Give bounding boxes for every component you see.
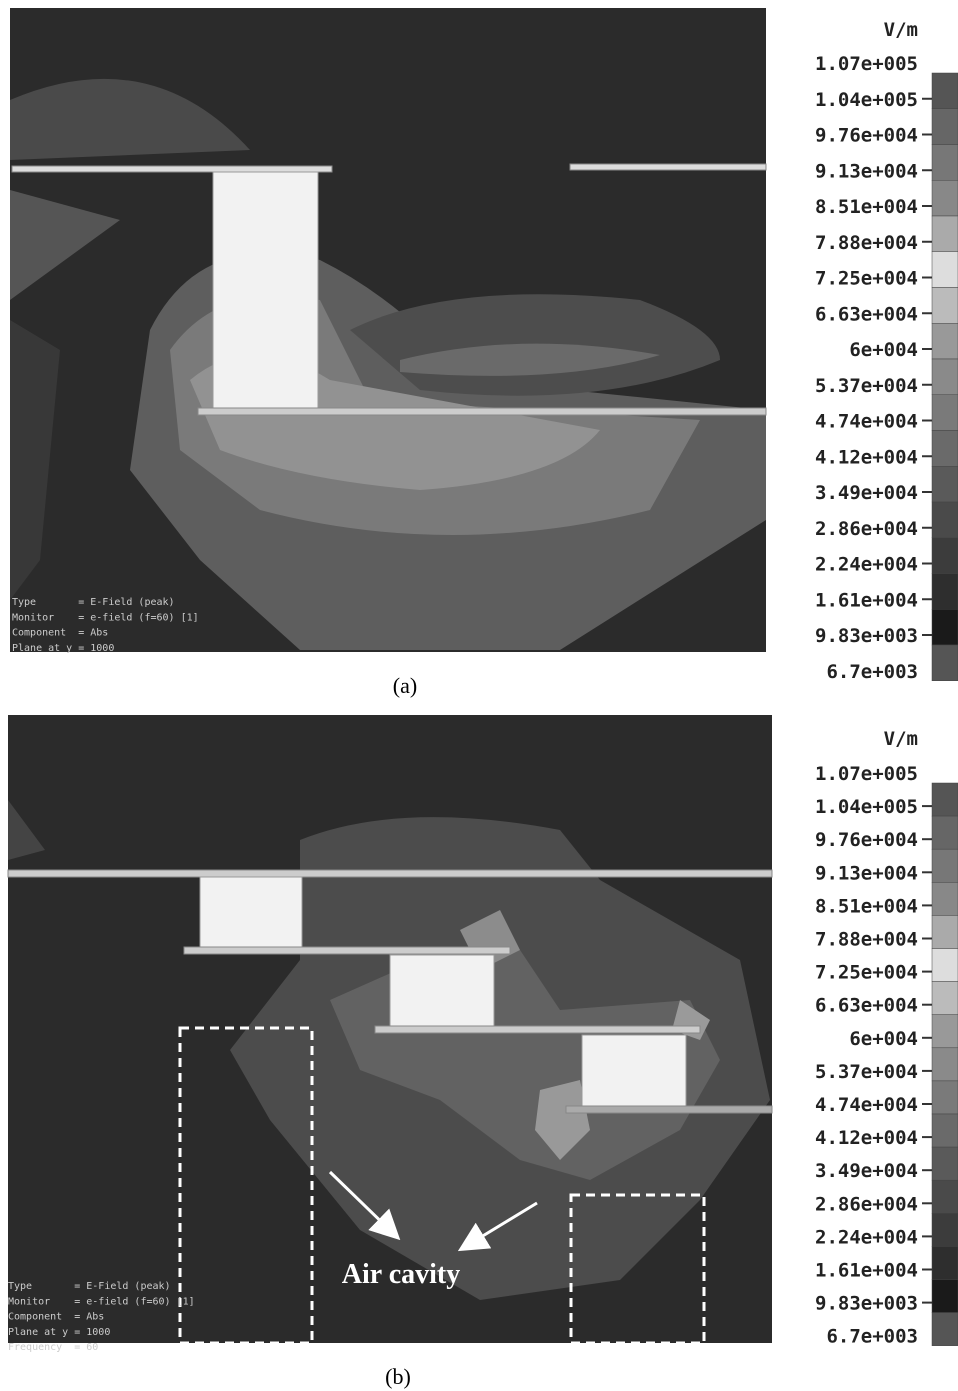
colorbar-band	[932, 783, 958, 816]
colorbar-band	[932, 1246, 958, 1279]
colorbar-label: 1.61e+004	[815, 1260, 918, 1282]
figure: V/m 1.07e+005 1.04e+005 9.76e+004 9.13e+004 8…	[0, 0, 958, 1391]
colorbar-label: 5.37e+004	[815, 1061, 918, 1083]
colorbar-unit: V/m	[884, 19, 918, 41]
colorbar-label: 1.07e+005	[815, 763, 918, 785]
colorbar-label: 7.25e+004	[815, 268, 918, 290]
colorbar-label: 9.76e+004	[815, 829, 918, 851]
colorbar-label: 1.04e+005	[815, 89, 918, 111]
colorbar-band	[932, 109, 958, 145]
colorbar-label: 2.24e+004	[815, 554, 918, 576]
colorbar-label: 6e+004	[849, 1028, 918, 1050]
colorbar-label: 8.51e+004	[815, 895, 918, 917]
info-line: Type = E-Field (peak)	[8, 1281, 171, 1292]
colorbar-label: 4.12e+004	[815, 1127, 918, 1149]
colorbar-label: 4.12e+004	[815, 446, 918, 468]
colorbar-label: 6.63e+004	[815, 995, 918, 1017]
colorbar-band	[932, 323, 958, 359]
colorbar-label: 6e+004	[849, 339, 918, 361]
colorbar-label: 6.7e+003	[826, 661, 918, 683]
info-line: Plane at y = 1000	[8, 1327, 110, 1338]
colorbar-band	[932, 949, 958, 982]
colorbar-label: 4.74e+004	[815, 411, 918, 433]
colorbar-label: 2.24e+004	[815, 1226, 918, 1248]
colorbar-band	[932, 1048, 958, 1081]
colorbar-band	[932, 466, 958, 502]
info-line: Monitor = e-field (f=60) [1]	[8, 1296, 195, 1307]
field-plot-a	[10, 8, 766, 652]
colorbar-label: 6.63e+004	[815, 303, 918, 325]
colorbar-label: 2.86e+004	[815, 1193, 918, 1215]
info-line: Component = Abs	[12, 628, 108, 639]
colorbar-label: 7.88e+004	[815, 232, 918, 254]
colorbar-band	[932, 915, 958, 948]
colorbar-band	[932, 359, 958, 395]
colorbar-band	[932, 216, 958, 252]
colorbar-label: 7.88e+004	[815, 929, 918, 951]
colorbar-band	[932, 431, 958, 467]
colorbar-band	[932, 180, 958, 216]
colorbar-band	[932, 395, 958, 431]
colorbar-label: 3.49e+004	[815, 482, 918, 504]
colorbar-band	[932, 1213, 958, 1246]
colorbar-band	[932, 1180, 958, 1213]
colorbar-band	[932, 1280, 958, 1313]
colorbar-band	[932, 982, 958, 1015]
colorbar-label: 9.13e+004	[815, 160, 918, 182]
info-line: Frequency = 60	[8, 1342, 98, 1353]
colorbar-label: 3.49e+004	[815, 1160, 918, 1182]
colorbar-band	[932, 849, 958, 882]
info-line: Type = E-Field (peak)	[12, 597, 175, 608]
colorbar-band	[932, 816, 958, 849]
colorbar-label: 9.13e+004	[815, 862, 918, 884]
colorbar-label: 9.76e+004	[815, 125, 918, 147]
colorbar-band	[932, 1147, 958, 1180]
colorbar-band	[932, 538, 958, 574]
colorbar-label: 4.74e+004	[815, 1094, 918, 1116]
colorbar-band	[932, 1114, 958, 1147]
colorbar-label: 6.7e+003	[826, 1326, 918, 1348]
colorbar-band	[932, 145, 958, 181]
colorbar-band	[932, 574, 958, 610]
colorbar-label: 1.04e+005	[815, 796, 918, 818]
colorbar-unit: V/m	[884, 728, 918, 750]
colorbar-band	[932, 882, 958, 915]
info-line: Monitor = e-field (f=60) [1]	[12, 612, 199, 623]
colorbar-band	[932, 502, 958, 538]
colorbar-label: 1.07e+005	[815, 53, 918, 75]
info-line: Plane at y = 1000	[12, 643, 114, 654]
colorbar-band	[932, 73, 958, 109]
colorbar-band	[932, 288, 958, 324]
colorbar-label: 9.83e+003	[815, 1293, 918, 1315]
colorbar-label: 9.83e+003	[815, 625, 918, 647]
colorbar-label: 5.37e+004	[815, 375, 918, 397]
colorbar-label: 8.51e+004	[815, 196, 918, 218]
info-line: Component = Abs	[8, 1312, 104, 1323]
panel-caption: (a)	[393, 673, 417, 698]
colorbar-band	[932, 645, 958, 681]
panel-caption: (b)	[385, 1364, 411, 1389]
colorbar-label: 1.61e+004	[815, 589, 918, 611]
colorbar-band	[932, 1081, 958, 1114]
annotation: Air cavity	[342, 1259, 460, 1290]
colorbar-band	[932, 1313, 958, 1346]
figure-canvas: V/m 1.07e+005 1.04e+005 9.76e+004 9.13e+004 8…	[0, 0, 958, 1391]
colorbar-band	[932, 609, 958, 645]
colorbar-label: 7.25e+004	[815, 962, 918, 984]
colorbar-band	[932, 252, 958, 288]
colorbar-band	[932, 1015, 958, 1048]
colorbar-label: 2.86e+004	[815, 518, 918, 540]
field-plot-b	[8, 715, 772, 1343]
